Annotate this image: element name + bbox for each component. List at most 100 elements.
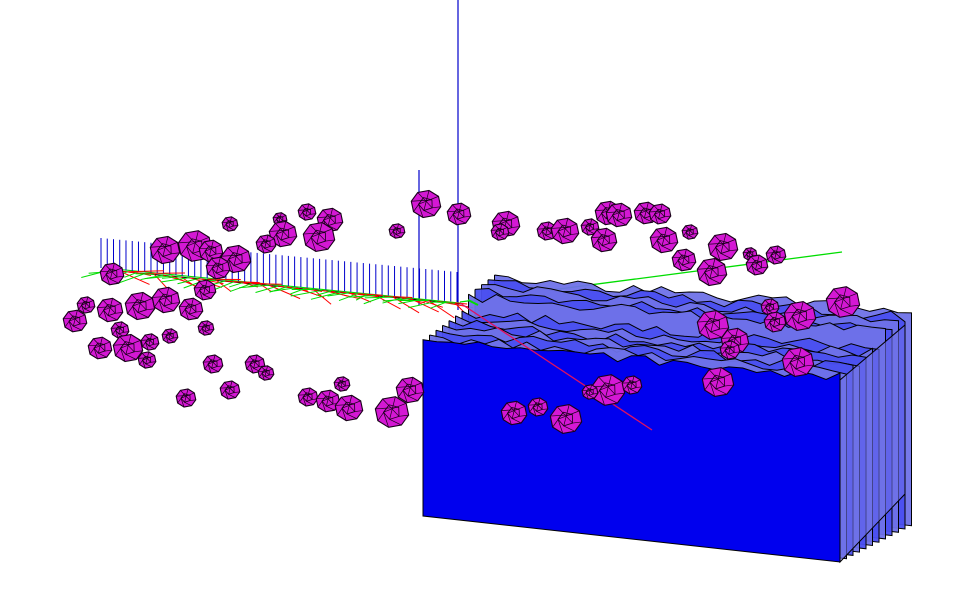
polyhedron-blob xyxy=(549,403,583,435)
blob-edge xyxy=(103,303,121,311)
polyhedron-blob xyxy=(590,227,618,253)
blob-edge xyxy=(215,257,221,274)
blob-edge xyxy=(643,202,649,219)
blob-edge xyxy=(463,215,471,218)
blob-edge xyxy=(246,359,254,370)
blob-edge xyxy=(150,361,156,363)
blob-edge xyxy=(605,397,618,404)
blob-edge xyxy=(145,337,158,343)
polyhedron-blob xyxy=(219,380,241,400)
blob-edge xyxy=(639,203,652,217)
blob-edge xyxy=(804,364,814,367)
blob-edge xyxy=(557,410,580,420)
blob-hull xyxy=(825,286,861,318)
polyhedron-blob xyxy=(395,376,425,404)
blob-edge xyxy=(275,213,284,222)
blob-edge xyxy=(305,215,313,220)
blob-edge xyxy=(184,299,197,313)
blob-edge xyxy=(636,386,642,388)
polyhedron-blob xyxy=(302,221,336,253)
blob-edge xyxy=(688,261,696,264)
blob-edge xyxy=(727,333,747,342)
blob-edge xyxy=(774,245,779,260)
blob-edge xyxy=(626,377,637,388)
blob-edge xyxy=(233,225,238,227)
blob-edge xyxy=(184,402,192,406)
polyhedron-blob xyxy=(62,309,88,333)
blob-hull xyxy=(590,227,618,253)
vector-glyph-layer xyxy=(81,269,473,321)
blob-edge xyxy=(616,203,622,221)
blob-edge xyxy=(101,268,111,281)
blob-edge xyxy=(185,232,203,251)
blob-edge xyxy=(715,247,721,261)
blob-hull xyxy=(374,396,410,428)
blob-edge xyxy=(452,214,457,225)
blob-edge xyxy=(729,249,738,252)
blob-edge xyxy=(306,401,314,405)
blob-edge xyxy=(141,352,151,363)
blob-edge xyxy=(89,342,99,355)
blob-edge xyxy=(316,243,328,250)
blob-edge xyxy=(768,313,780,326)
blob-edge xyxy=(607,209,618,222)
blob-edge xyxy=(115,341,126,356)
red-vector-glyph xyxy=(127,270,164,273)
blob-edge xyxy=(127,299,138,314)
blob-edge xyxy=(153,343,159,345)
blob-edge xyxy=(557,231,563,244)
red-vector-glyph xyxy=(428,300,455,319)
blob-edge xyxy=(541,231,546,241)
blob-edge xyxy=(171,302,180,304)
blob-edge xyxy=(326,405,335,411)
blob-edge xyxy=(597,233,615,241)
blob-edge xyxy=(335,222,343,224)
blob-hull xyxy=(671,248,697,272)
blob-edge xyxy=(612,208,630,216)
blob-edge xyxy=(270,245,276,247)
blob-edge xyxy=(211,261,229,269)
blob-edge xyxy=(605,374,612,398)
blob-edge xyxy=(407,377,414,397)
green-vector-glyph xyxy=(177,277,199,285)
blob-edge xyxy=(228,251,249,260)
blob-edge xyxy=(180,390,191,401)
green-vector-glyph xyxy=(238,284,270,289)
blob-edge xyxy=(102,299,116,314)
blob-edge xyxy=(644,217,653,223)
blob-edge xyxy=(217,365,223,367)
polyhedron-blob xyxy=(783,300,817,332)
blob-edge xyxy=(585,227,589,236)
blob-edge xyxy=(97,337,103,354)
blob-edge xyxy=(724,342,735,353)
blob-edge xyxy=(532,401,547,408)
blob-edge xyxy=(432,206,441,209)
blob-edge xyxy=(585,385,594,395)
green-vector-glyph xyxy=(124,272,137,278)
green-vector-glyph xyxy=(349,294,376,298)
blob-edge xyxy=(116,275,124,278)
blob-edge xyxy=(309,224,326,242)
blob-edge xyxy=(209,291,216,294)
blob-edge xyxy=(325,239,335,242)
blob-edge xyxy=(201,323,213,329)
blob-edge xyxy=(73,325,82,331)
blob-edge xyxy=(418,204,424,218)
blob-edge xyxy=(746,250,756,255)
blob-edge xyxy=(557,220,572,235)
blob-edge xyxy=(415,392,424,394)
blob-edge xyxy=(201,321,210,331)
red-vector-glyph xyxy=(348,292,372,303)
blob-edge xyxy=(652,233,662,248)
blob-edge xyxy=(84,308,92,313)
blob-edge xyxy=(828,294,841,311)
blob-edge xyxy=(677,260,682,271)
blob-edge xyxy=(626,379,641,386)
blob-edge xyxy=(557,419,564,434)
blob-edge xyxy=(302,397,307,407)
blob-edge xyxy=(789,362,796,377)
red-vector-glyph xyxy=(251,283,282,285)
blob-edge xyxy=(592,234,603,247)
